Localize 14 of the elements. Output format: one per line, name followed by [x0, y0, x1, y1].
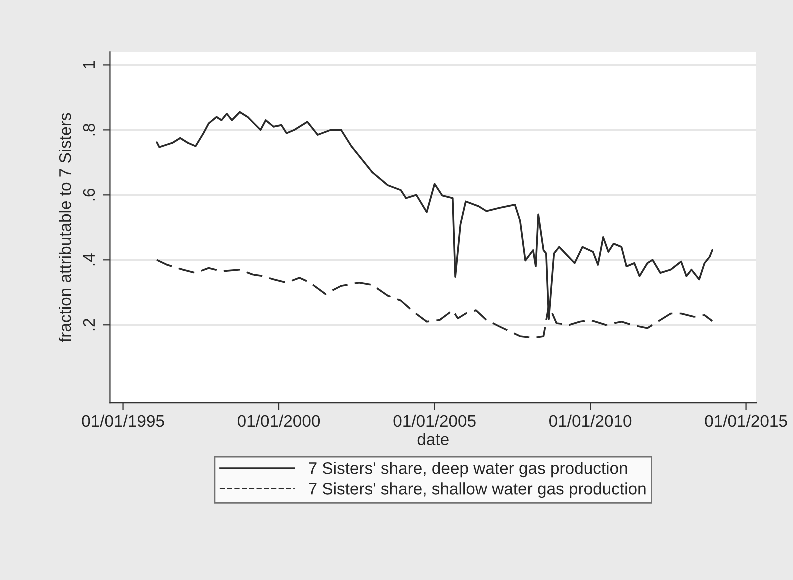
y-tick-label: .8 — [83, 124, 96, 136]
x-tick-label: 01/01/2000 — [238, 414, 320, 428]
legend-label: 7 Sisters' share, deep water gas production — [309, 462, 628, 478]
legend-label: 7 Sisters' share, shallow water gas production — [309, 482, 646, 498]
x-tick-label: 01/01/2015 — [705, 414, 788, 428]
y-axis-title: fraction attributable to 7 Sisters — [59, 113, 72, 342]
y-tick-label: 1 — [83, 61, 95, 69]
y-tick-label: .4 — [83, 254, 95, 266]
y-tick-label: .2 — [83, 319, 95, 331]
x-tick-label: 01/01/2005 — [394, 414, 476, 428]
y-tick-label: .6 — [83, 188, 96, 201]
x-axis-title: date — [418, 433, 449, 446]
x-tick-label: 01/01/1995 — [82, 414, 164, 428]
x-tick-label: 01/01/2010 — [550, 414, 632, 428]
